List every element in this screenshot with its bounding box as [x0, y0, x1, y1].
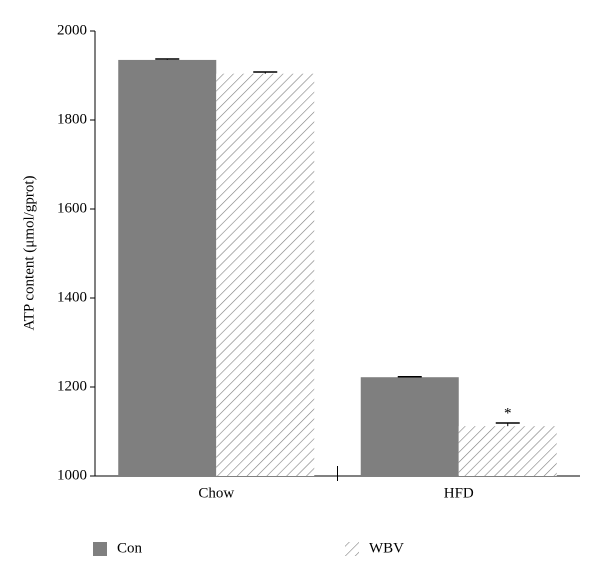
bar — [458, 426, 557, 476]
x-tick-label: Chow — [198, 485, 234, 501]
y-tick-label: 1000 — [57, 467, 87, 483]
legend-label: Con — [117, 540, 143, 556]
y-axis-label: ATP content (μmol/gprot) — [21, 176, 37, 331]
y-tick-label: 1400 — [57, 289, 87, 305]
y-tick-label: 2000 — [57, 22, 87, 38]
y-tick-label: 1800 — [57, 111, 87, 127]
significance-mark: * — [504, 405, 512, 421]
legend-label: WBV — [369, 540, 404, 556]
y-tick-label: 1200 — [57, 378, 87, 394]
legend-swatch — [93, 542, 107, 556]
legend-swatch — [345, 542, 359, 556]
x-tick-label: HFD — [444, 485, 474, 501]
y-tick-label: 1600 — [57, 200, 87, 216]
bar — [118, 59, 217, 477]
bar — [360, 377, 459, 476]
bar — [216, 73, 315, 476]
